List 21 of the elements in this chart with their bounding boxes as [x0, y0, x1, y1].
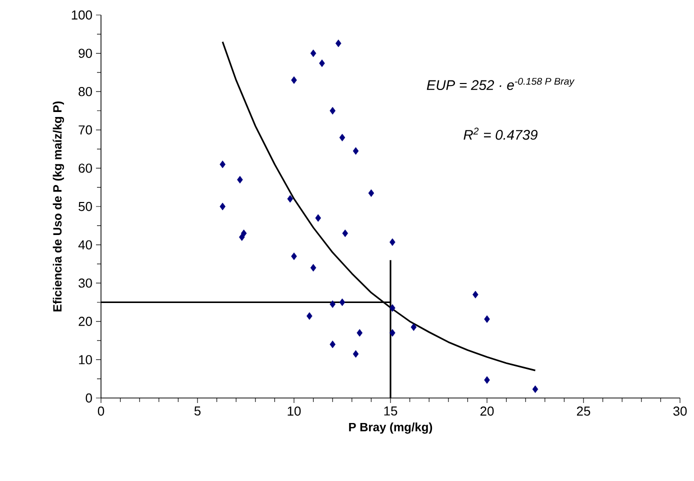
- x-tick-label: 15: [384, 406, 398, 416]
- y-tick-label: 30: [78, 278, 92, 288]
- x-tick-label: 20: [480, 406, 494, 416]
- y-tick-label: 90: [78, 48, 92, 58]
- y-tick-label: 100: [72, 10, 92, 20]
- y-tick-label: 50: [78, 202, 92, 212]
- x-axis-title: P Bray (mg/kg): [349, 422, 432, 434]
- y-tick-label: 0: [86, 393, 92, 403]
- y-tick-label: 40: [78, 240, 92, 250]
- x-tick-label: 25: [576, 406, 590, 416]
- annotation: R$^{2}$ = 0.4739: [464, 128, 538, 140]
- x-tick-label: 0: [98, 406, 104, 416]
- y-tick-label: 10: [79, 355, 92, 364]
- y-tick-label: 80: [78, 87, 92, 96]
- x-tick-label: 30: [673, 406, 687, 416]
- x-tick-label: 5: [194, 406, 201, 416]
- x-tick-label: 10: [288, 406, 301, 416]
- y-tick-label: 70: [78, 125, 92, 134]
- y-axis-title: Eficiencia de Uso de P (kg maíz/kg P): [52, 101, 64, 312]
- y-tick-label: 60: [78, 164, 92, 173]
- y-tick-label: 20: [78, 316, 92, 326]
